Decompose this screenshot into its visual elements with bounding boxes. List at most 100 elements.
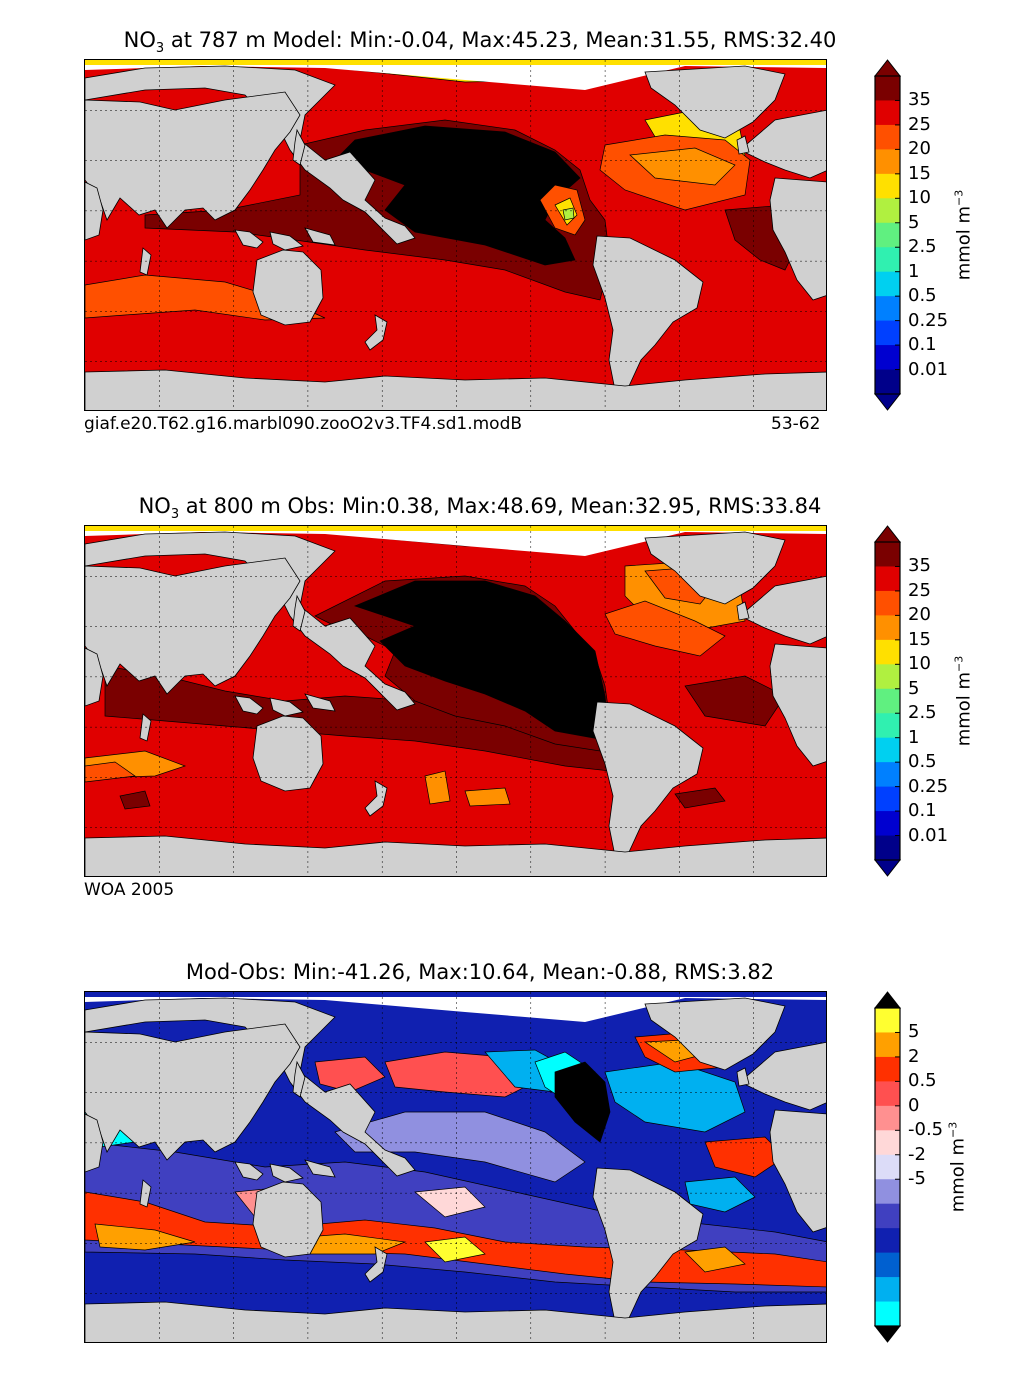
land-indonesia [234, 1159, 336, 1183]
colorbar-segment [875, 1301, 900, 1327]
colorbar-segment [875, 1203, 900, 1229]
colorbar-tick-label: 0.1 [908, 800, 937, 822]
colorbar-tick-label: 10 [908, 187, 931, 209]
land-greenland [644, 531, 786, 605]
colorbar-tick-label: -5 [908, 1168, 926, 1190]
land-asiaLeft [85, 91, 301, 229]
land-newZealand [364, 1246, 388, 1283]
land-japan [292, 128, 306, 166]
colorbar-tick-label: 35 [908, 555, 931, 577]
contour-region [314, 1056, 386, 1093]
colorbar-tick-label: 5 [908, 211, 920, 233]
colorbar-segment [875, 247, 900, 273]
panel3-colorbar [873, 991, 902, 1343]
colorbar-tick-label: 0.25 [908, 775, 949, 797]
panel2-source-label: WOA 2005 [84, 880, 175, 900]
colorbar-tick-label: 1 [908, 260, 920, 282]
colorbar-tick-label: 25 [908, 579, 931, 601]
land-africaLeft [85, 647, 104, 707]
colorbar-segment [875, 1081, 900, 1107]
panel2-colorbar-unit: mmol m−3 [952, 656, 974, 747]
colorbar-segment [875, 615, 900, 641]
colorbar-tick-label: 0.5 [908, 751, 937, 773]
colorbar-tick-label: 0.01 [908, 358, 949, 380]
colorbar-tick-label: 25 [908, 113, 931, 135]
colorbar-segment [875, 762, 900, 788]
panel1-years-label: 53-62 [771, 414, 821, 434]
colorbar-segment [875, 835, 900, 861]
panel1-unit-exponent: −3 [952, 189, 966, 206]
panel2-title-text: at 800 m Obs: Min:0.38, Max:48.69, Mean:… [179, 494, 822, 518]
colorbar-segment [875, 76, 900, 101]
no-data-region [85, 526, 826, 556]
land-uk [736, 135, 750, 155]
colorbar-tick-label: 15 [908, 628, 931, 650]
colorbar-tick-label: 15 [908, 162, 931, 184]
colorbar-segment [875, 124, 900, 150]
colorbar-segment [875, 198, 900, 224]
contour-region [684, 675, 786, 727]
contour-region [85, 761, 136, 783]
panel2-title-symbol: NO [138, 494, 171, 518]
colorbar-segment [875, 664, 900, 690]
land-australia [252, 715, 324, 792]
colorbar-segment [875, 173, 900, 199]
colorbar-segment [875, 320, 900, 346]
land-indonesia [234, 693, 336, 717]
panel1-title: NO3 at 787 m Model: Min:-0.04, Max:45.23… [0, 28, 960, 56]
panel1-experiment-label: giaf.e20.T62.g16.marbl090.zooO2v3.TF4.sd… [84, 414, 523, 434]
colorbar-segment [875, 222, 900, 248]
colorbar-segment [875, 713, 900, 739]
contour-region [684, 1246, 746, 1273]
land-indonesia [234, 227, 336, 251]
land-greenland [644, 65, 786, 139]
land-japan [292, 1060, 306, 1098]
colorbar-segment [875, 296, 900, 322]
colorbar-segment [875, 1032, 900, 1058]
colorbar-segment [875, 542, 900, 567]
colorbar-segment [875, 1228, 900, 1254]
land-africaLeft [85, 181, 104, 241]
contour-region [414, 1186, 486, 1218]
land-australia [252, 249, 324, 326]
contour-region [562, 207, 575, 221]
colorbar-segment [875, 639, 900, 665]
land-newZealand [364, 314, 388, 351]
colorbar-segment [875, 149, 900, 175]
colorbar-outline [874, 75, 901, 395]
colorbar-segment [875, 786, 900, 812]
colorbar-segment [875, 1105, 900, 1131]
land-antarctica [85, 1301, 826, 1342]
land-africaRight [769, 1109, 826, 1233]
contour-region [684, 1176, 756, 1213]
contour-region [674, 787, 726, 809]
land-greenland [644, 997, 786, 1071]
contour-region [604, 600, 726, 657]
arctic-strip [85, 992, 826, 997]
land-eurasia [739, 1041, 826, 1111]
contour-region [464, 787, 511, 807]
colorbar-bottom-extension [873, 1325, 902, 1343]
colorbar-tick-label: 1 [908, 726, 920, 748]
colorbar-segment [875, 1252, 900, 1278]
colorbar-tick-label: 0.5 [908, 1070, 937, 1092]
panel2-unit-exponent: −3 [952, 655, 966, 672]
colorbar-segment [875, 100, 900, 126]
arctic-strip [85, 526, 826, 531]
colorbar-segment [875, 1008, 900, 1033]
contour-region [629, 147, 736, 186]
colorbar-tick-label: 35 [908, 89, 931, 111]
colorbar-tick-label: 2.5 [908, 236, 937, 258]
land-southAmerica [592, 1167, 704, 1323]
panel3-map [84, 991, 827, 1343]
land-antarctica [85, 369, 826, 410]
land-japan [292, 594, 306, 632]
land-uk [736, 1067, 750, 1087]
colorbar-tick-label: 5 [908, 677, 920, 699]
contour-region [354, 580, 611, 742]
colorbar-outline [874, 1007, 901, 1327]
no-data-region [85, 992, 826, 1022]
contour-region [119, 790, 151, 810]
panel1-colorbar [873, 59, 902, 411]
colorbar-tick-label: 2.5 [908, 702, 937, 724]
